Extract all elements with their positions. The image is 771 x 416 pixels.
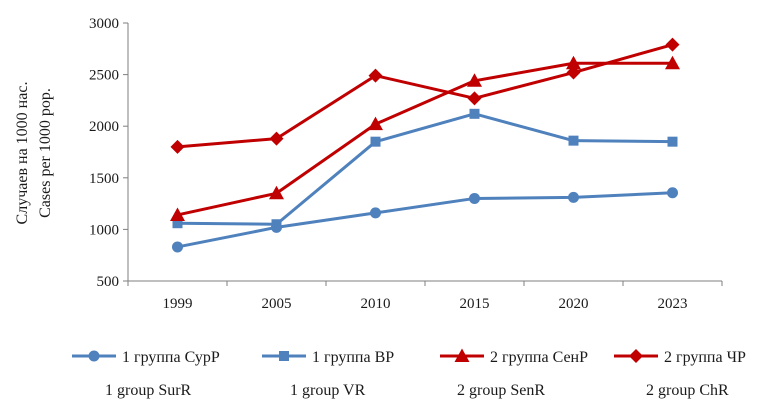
series-line: [177, 191, 673, 249]
legend-label-ru: 1 группа ВР: [312, 349, 394, 366]
y-axis-label-en: Cases per 1000 pop.: [37, 88, 54, 218]
data-point: [170, 207, 185, 221]
y-tick-label: 1500: [89, 171, 119, 187]
data-point: [469, 108, 480, 119]
legend-marker: [629, 349, 643, 363]
series-line: [177, 61, 673, 217]
legend-marker: [279, 351, 289, 361]
data-point: [566, 65, 581, 80]
x-tick-label: 2010: [361, 296, 391, 312]
data-point: [667, 187, 678, 199]
legend-label-en: 2 group ChR: [646, 382, 729, 399]
data-point: [170, 139, 185, 154]
x-tick-label: 1999: [163, 296, 193, 312]
legend-marker: [88, 350, 100, 362]
chart-axes: [123, 22, 723, 286]
data-point: [467, 91, 482, 106]
data-point: [467, 73, 482, 87]
x-tick-label: 2020: [559, 296, 589, 312]
series-4: [170, 37, 680, 154]
legend-entry-1: 1 группа СурР 1 group SurR: [72, 349, 220, 399]
data-point: [172, 241, 183, 253]
y-tick-label: 2500: [89, 68, 119, 84]
data-point: [368, 68, 383, 83]
y-tick-label: 1000: [89, 222, 119, 238]
series-line: [177, 112, 673, 226]
legend-entry-4: 2 группа ЧР 2 group ChR: [614, 349, 746, 399]
y-tick-label: 500: [97, 274, 120, 290]
legend-label-ru: 2 группа СенР: [490, 349, 588, 366]
series-1: [172, 187, 678, 253]
series-2: [172, 108, 678, 230]
y-tick-labels: 500 1000 1500 2000 2500 3000: [89, 16, 119, 290]
legend-marker: [454, 348, 470, 362]
data-point: [469, 192, 480, 204]
x-tick-label: 2005: [262, 296, 292, 312]
data-point: [370, 207, 381, 219]
x-tick-label: 2023: [658, 296, 688, 312]
legend-label-en: 1 group SurR: [105, 382, 192, 399]
data-point: [271, 219, 282, 230]
x-tick-labels: 1999 2005 2010 2015 2020 2023: [163, 296, 688, 312]
data-point: [665, 55, 680, 70]
legend-label-ru: 2 группа ЧР: [664, 349, 746, 366]
data-point: [269, 185, 284, 200]
series-lines: [170, 37, 680, 253]
data-point: [368, 116, 383, 131]
legend: 1 группа СурР 1 group SurR 1 группа ВР 1 gr…: [72, 348, 746, 399]
legend-label-en: 1 group VR: [290, 382, 366, 399]
data-point: [370, 136, 381, 147]
y-axis-label-ru: Случаев на 1000 нас.: [14, 82, 31, 225]
y-axis-label: Случаев на 1000 нас. Cases per 1000 pop.: [14, 82, 54, 225]
x-tick-label: 2015: [460, 296, 490, 312]
data-point: [269, 131, 284, 146]
data-point: [566, 55, 581, 70]
data-point: [667, 136, 678, 147]
data-point: [568, 135, 579, 146]
data-point: [568, 191, 579, 203]
series-line: [177, 43, 673, 149]
y-tick-label: 3000: [89, 16, 119, 32]
y-tick-label: 2000: [89, 119, 119, 135]
series-3: [170, 55, 680, 221]
legend-entry-3: 2 группа СенР 2 group SenR: [440, 348, 588, 399]
data-point: [665, 37, 680, 52]
legend-label-ru: 1 группа СурР: [122, 349, 220, 366]
data-point: [172, 218, 183, 229]
legend-entry-2: 1 группа ВР 1 group VR: [262, 349, 394, 399]
legend-label-en: 2 group SenR: [457, 382, 545, 399]
